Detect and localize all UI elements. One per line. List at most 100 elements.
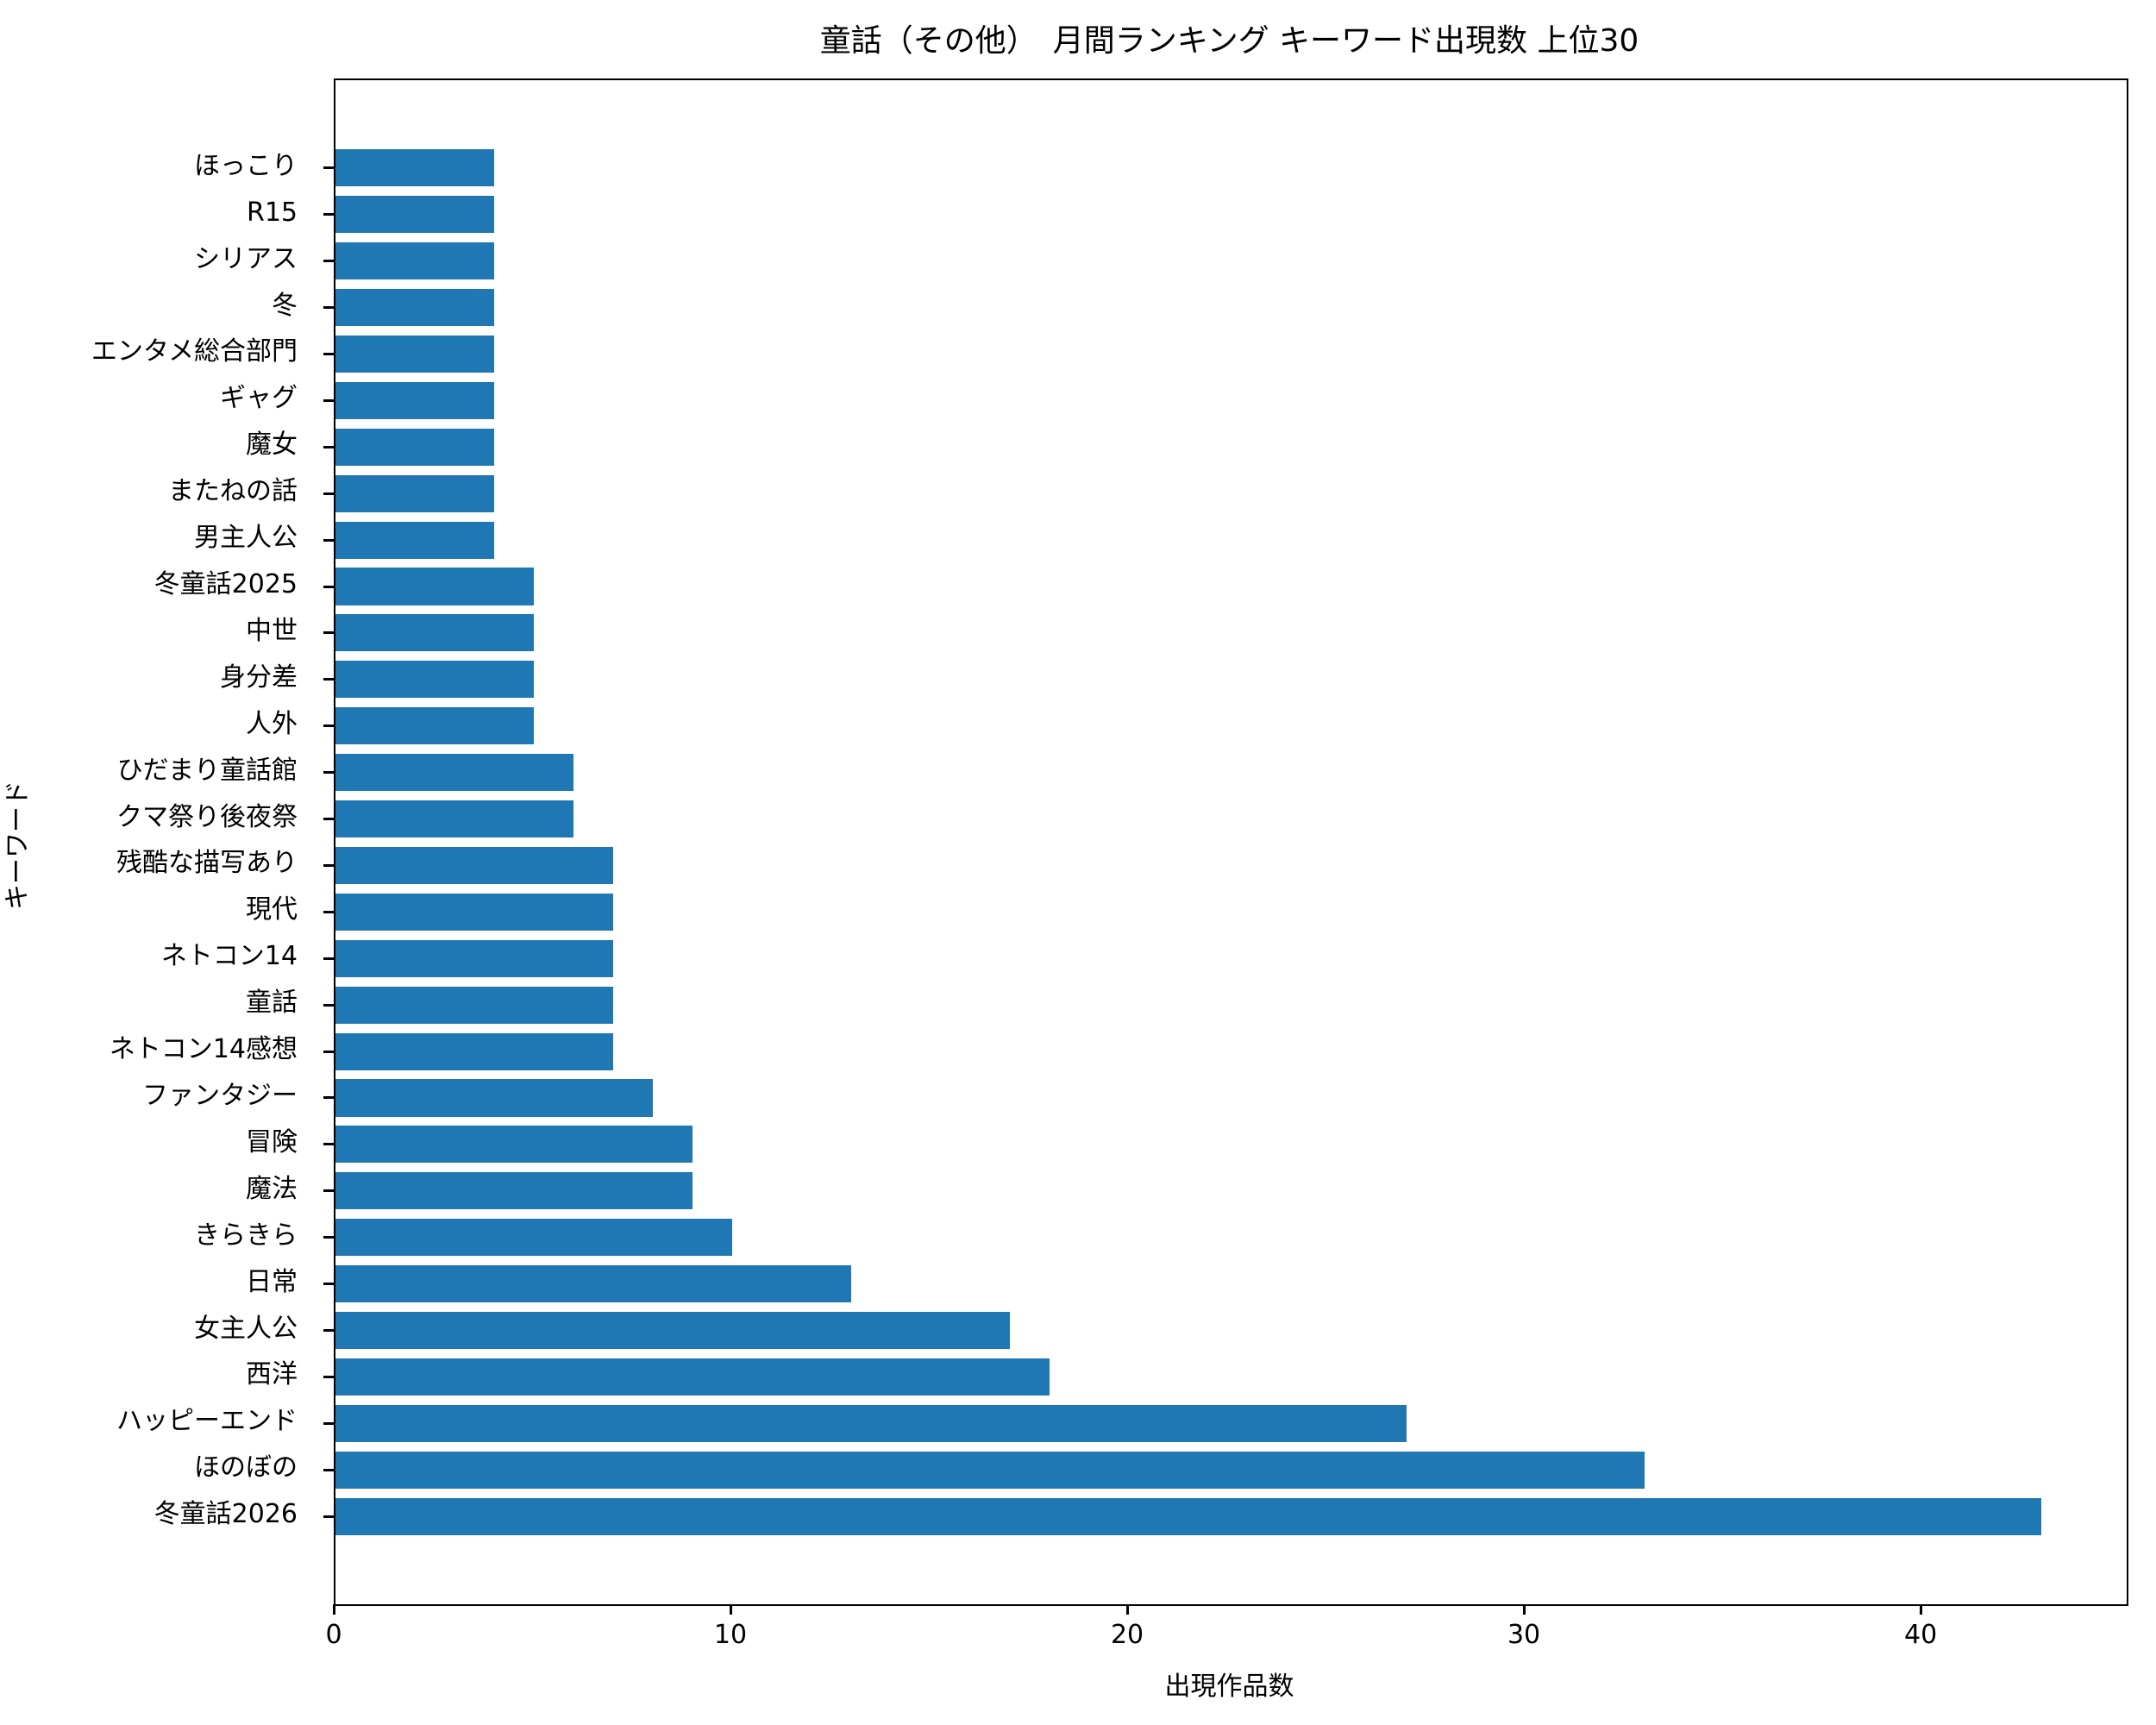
x-tick-label: 30 [1507, 1620, 1541, 1650]
y-tick-mark [323, 306, 334, 310]
y-tick-label: ギャグ [220, 383, 298, 414]
y-tick-label: ひだまり童話館 [116, 755, 298, 786]
y-tick-mark [323, 724, 334, 728]
y-tick-mark [323, 166, 334, 170]
bar-ネトコン14感想 [335, 1032, 613, 1070]
x-tick-mark [1522, 1604, 1526, 1615]
x-tick-mark [729, 1604, 732, 1615]
y-tick-label: 西洋 [246, 1359, 298, 1390]
y-tick-label: 現代 [246, 894, 298, 925]
y-tick-label: 日常 [246, 1266, 298, 1297]
y-tick-mark [323, 863, 334, 867]
y-tick-mark [323, 445, 334, 448]
y-axis-category-labels: ほっこり R15 シリアス冬エンタメ総合部門ギャグ魔女またねの話男主人公冬童話202… [0, 0, 322, 1725]
y-tick-label: 冒険 [246, 1126, 298, 1157]
bar-ネトコン14 [335, 939, 613, 977]
y-tick-label: 冬童話2026 [154, 1499, 298, 1530]
bar-クマ祭り後夜祭 [335, 800, 573, 838]
bar-R15 [335, 196, 494, 234]
y-tick-mark [323, 678, 334, 681]
y-tick-label: きらきら [194, 1220, 298, 1251]
bar-男主人公 [335, 521, 494, 559]
bar-西洋 [335, 1358, 1050, 1396]
y-tick-label: エンタメ総合部門 [91, 336, 298, 367]
bar-エンタメ総合部門 [335, 335, 494, 373]
bar-ハッピーエンド [335, 1404, 1407, 1442]
bar-冬童話2025 [335, 568, 534, 605]
y-tick-mark [323, 1329, 334, 1332]
y-tick-label: またねの話 [168, 476, 298, 507]
y-tick-mark [323, 1096, 334, 1100]
bar-ギャグ [335, 381, 494, 419]
x-tick-label: 40 [1903, 1620, 1938, 1650]
bar-ほっこり [335, 149, 494, 187]
y-tick-label: ネトコン14感想 [109, 1034, 298, 1065]
y-tick-mark [323, 1468, 334, 1471]
y-tick-label: 残酷な描写あり [116, 848, 298, 879]
bar-魔女 [335, 428, 494, 466]
y-tick-mark [323, 538, 334, 542]
y-tick-mark [323, 398, 334, 402]
bar-きらきら [335, 1219, 733, 1257]
y-tick-mark [323, 1143, 334, 1146]
y-tick-label: ファンタジー [142, 1080, 298, 1111]
y-tick-label: ほのぼの [194, 1452, 298, 1484]
bar-冬 [335, 289, 494, 327]
y-tick-mark [323, 213, 334, 216]
y-tick-mark [323, 957, 334, 960]
bar-童話 [335, 986, 613, 1024]
x-tick-mark [332, 1604, 335, 1615]
y-tick-label: 人外 [246, 708, 298, 739]
y-tick-mark [323, 260, 334, 263]
chart-title: 童話（その他） 月間ランキング キーワード出現数 上位30 [819, 23, 1639, 59]
y-tick-mark [323, 1283, 334, 1286]
y-tick-label: 魔法 [246, 1173, 298, 1204]
y-tick-label: 冬 [272, 290, 298, 321]
y-tick-label: ほっこり [194, 150, 298, 181]
bar-日常 [335, 1265, 852, 1303]
y-tick-label: 男主人公 [194, 523, 298, 554]
bar-現代 [335, 893, 613, 931]
y-axis-label: キーワード [3, 781, 33, 910]
y-tick-label: R15 [246, 197, 298, 228]
bar-冒険 [335, 1126, 693, 1164]
y-tick-mark [323, 1189, 334, 1193]
bar-シリアス [335, 242, 494, 280]
y-tick-label: 魔女 [246, 430, 298, 461]
y-tick-label: 冬童話2025 [154, 569, 298, 600]
bar-ファンタジー [335, 1079, 654, 1117]
y-tick-label: クマ祭り後夜祭 [116, 801, 298, 832]
y-tick-mark [323, 1515, 334, 1518]
x-tick-mark [1919, 1604, 1922, 1615]
bar-女主人公 [335, 1311, 1011, 1350]
bar-ひだまり童話館 [335, 754, 573, 792]
y-tick-mark [323, 771, 334, 775]
y-tick-mark [323, 1421, 334, 1425]
x-tick-mark [1125, 1604, 1129, 1615]
bar-ほのぼの [335, 1451, 1645, 1489]
y-tick-mark [323, 1236, 334, 1239]
y-tick-mark [323, 1050, 334, 1053]
y-tick-label: 童話 [246, 988, 298, 1019]
y-tick-mark [323, 631, 334, 635]
x-axis-label: 出現作品数 [1164, 1672, 1294, 1702]
y-tick-label: シリアス [194, 243, 298, 274]
y-tick-mark [323, 1003, 334, 1007]
y-tick-mark [323, 585, 334, 588]
y-tick-label: ハッピーエンド [116, 1406, 298, 1437]
y-tick-label: ネトコン14 [160, 941, 298, 972]
bar-冬童話2026 [335, 1497, 2042, 1535]
x-tick-label: 10 [713, 1620, 748, 1650]
bar-またねの話 [335, 474, 494, 512]
y-tick-label: 女主人公 [194, 1313, 298, 1344]
bar-残酷な描写あり [335, 846, 613, 884]
bar-身分差 [335, 661, 534, 699]
bar-人外 [335, 707, 534, 745]
x-tick-label: 20 [1110, 1620, 1144, 1650]
y-tick-mark [323, 818, 334, 821]
y-tick-mark [323, 1375, 334, 1378]
bar-魔法 [335, 1172, 693, 1210]
y-tick-label: 中世 [246, 615, 298, 646]
x-tick-label: 0 [325, 1620, 342, 1650]
